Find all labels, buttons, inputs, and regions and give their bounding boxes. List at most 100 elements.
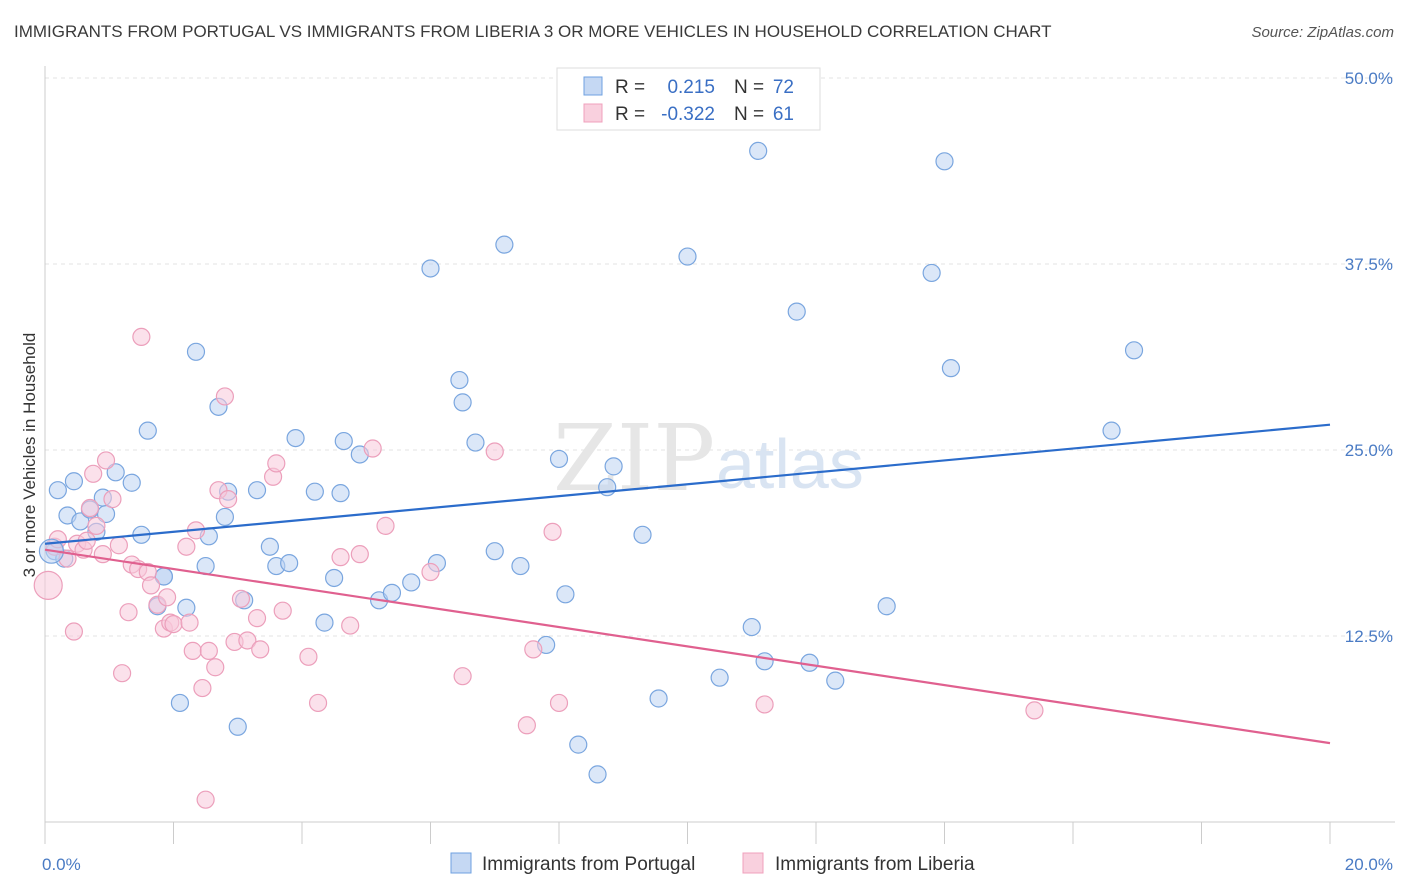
point-portugal-33 <box>334 431 353 451</box>
x-tick-label-max: 20.0% <box>1345 855 1393 874</box>
legend-n-value-portugal: 72 <box>773 77 794 98</box>
legend-swatch-liberia <box>583 103 603 123</box>
point-liberia-26 <box>164 614 183 634</box>
watermark-atlas: atlas <box>716 425 864 503</box>
point-portugal-55 <box>678 247 697 266</box>
point-portugal-48 <box>556 585 575 604</box>
point-portugal-25 <box>260 537 279 556</box>
point-liberia-45 <box>273 601 292 620</box>
point-portugal-38 <box>421 259 440 278</box>
point-liberia-8 <box>80 498 100 518</box>
point-portugal-63 <box>877 597 896 616</box>
bottom-legend-swatch-liberia <box>742 852 764 874</box>
point-portugal-0 <box>48 481 67 500</box>
trend-lines <box>44 423 1331 745</box>
y-tick-label-1: 25.0% <box>1345 441 1393 460</box>
point-liberia-52 <box>376 516 395 535</box>
point-portugal-59 <box>755 652 774 671</box>
y-tick-label-2: 37.5% <box>1345 255 1393 274</box>
point-portugal-64 <box>922 263 941 283</box>
point-portugal-19 <box>186 342 206 361</box>
point-portugal-9 <box>122 473 141 492</box>
source-label: Source: ZipAtlas.com <box>1251 24 1394 41</box>
point-liberia-24 <box>157 588 177 607</box>
point-portugal-27 <box>280 553 299 573</box>
point-portugal-41 <box>453 393 472 412</box>
point-liberia-13 <box>103 490 122 509</box>
point-liberia-9 <box>84 464 103 483</box>
point-liberia-40 <box>238 631 257 650</box>
legend-n-value-liberia: 61 <box>773 104 794 125</box>
point-liberia-21 <box>141 576 161 595</box>
legend-r-label-portugal: R = <box>615 77 645 98</box>
trend-line-liberia <box>44 548 1331 745</box>
point-liberia-28 <box>180 613 199 632</box>
point-portugal-45 <box>511 556 530 576</box>
point-portugal-28 <box>286 428 305 448</box>
bottom-legend: Immigrants from Portugal Immigrants from… <box>450 852 975 875</box>
point-portugal-53 <box>633 525 652 544</box>
legend-r-value-liberia: -0.322 <box>661 104 715 125</box>
point-portugal-70 <box>228 717 247 736</box>
point-portugal-24 <box>247 481 267 500</box>
point-liberia-49 <box>341 616 360 635</box>
point-portugal-36 <box>382 583 402 602</box>
point-portugal-57 <box>742 617 761 637</box>
point-liberia-29 <box>183 641 202 660</box>
point-portugal-47 <box>549 449 569 469</box>
point-portugal-67 <box>1102 421 1121 440</box>
y-tick-label-0: 12.5% <box>1345 627 1393 646</box>
point-liberia-50 <box>350 545 369 564</box>
bottom-legend-label-portugal: Immigrants from Portugal <box>482 854 695 875</box>
point-liberia-41 <box>247 609 267 628</box>
point-portugal-56 <box>710 668 729 687</box>
point-liberia-32 <box>196 790 215 809</box>
point-liberia-46 <box>299 647 318 666</box>
point-liberia-51 <box>363 439 382 458</box>
point-liberia-16 <box>119 603 138 622</box>
legend-n-label-liberia: N = <box>734 104 764 125</box>
point-portugal-65 <box>935 152 954 171</box>
bottom-legend-label-liberia: Immigrants from Liberia <box>775 854 975 875</box>
x-tick-label-min: 0.0% <box>42 855 81 874</box>
point-portugal-29 <box>305 482 324 501</box>
point-liberia-10 <box>87 516 106 535</box>
point-liberia-0 <box>33 570 63 601</box>
watermark: ZIP atlas <box>553 405 864 512</box>
point-portugal-52 <box>604 457 623 476</box>
legend-r-label-liberia: R = <box>615 104 645 125</box>
point-liberia-34 <box>206 658 225 677</box>
point-liberia-12 <box>96 451 116 470</box>
point-portugal-22 <box>215 507 234 527</box>
point-liberia-47 <box>308 693 328 713</box>
point-liberia-56 <box>517 716 536 735</box>
x-tick-labels: 0.0% 20.0% <box>42 855 1393 874</box>
point-liberia-44 <box>267 454 286 473</box>
point-liberia-19 <box>132 327 151 347</box>
point-portugal-58 <box>749 141 768 161</box>
point-liberia-39 <box>231 589 251 608</box>
point-liberia-53 <box>421 562 440 582</box>
point-portugal-44 <box>495 235 514 254</box>
point-liberia-54 <box>453 667 472 686</box>
point-liberia-60 <box>755 695 774 714</box>
data-points <box>33 141 1144 809</box>
grid-lines <box>45 77 1395 637</box>
point-liberia-57 <box>524 640 543 659</box>
point-liberia-37 <box>219 490 238 509</box>
point-liberia-58 <box>543 522 562 541</box>
point-liberia-42 <box>251 640 270 659</box>
point-portugal-13 <box>138 421 157 440</box>
watermark-zip: ZIP <box>553 405 715 512</box>
point-portugal-8 <box>106 463 125 482</box>
point-portugal-66 <box>941 359 961 378</box>
point-liberia-36 <box>215 387 234 406</box>
point-portugal-68 <box>1124 341 1144 360</box>
point-portugal-62 <box>826 671 845 690</box>
y-axis-title: 3 or more Vehicles in Household <box>20 333 39 578</box>
point-portugal-61 <box>800 653 819 672</box>
point-portugal-43 <box>485 542 504 561</box>
point-liberia-61 <box>1025 701 1044 720</box>
point-portugal-30 <box>315 613 334 632</box>
